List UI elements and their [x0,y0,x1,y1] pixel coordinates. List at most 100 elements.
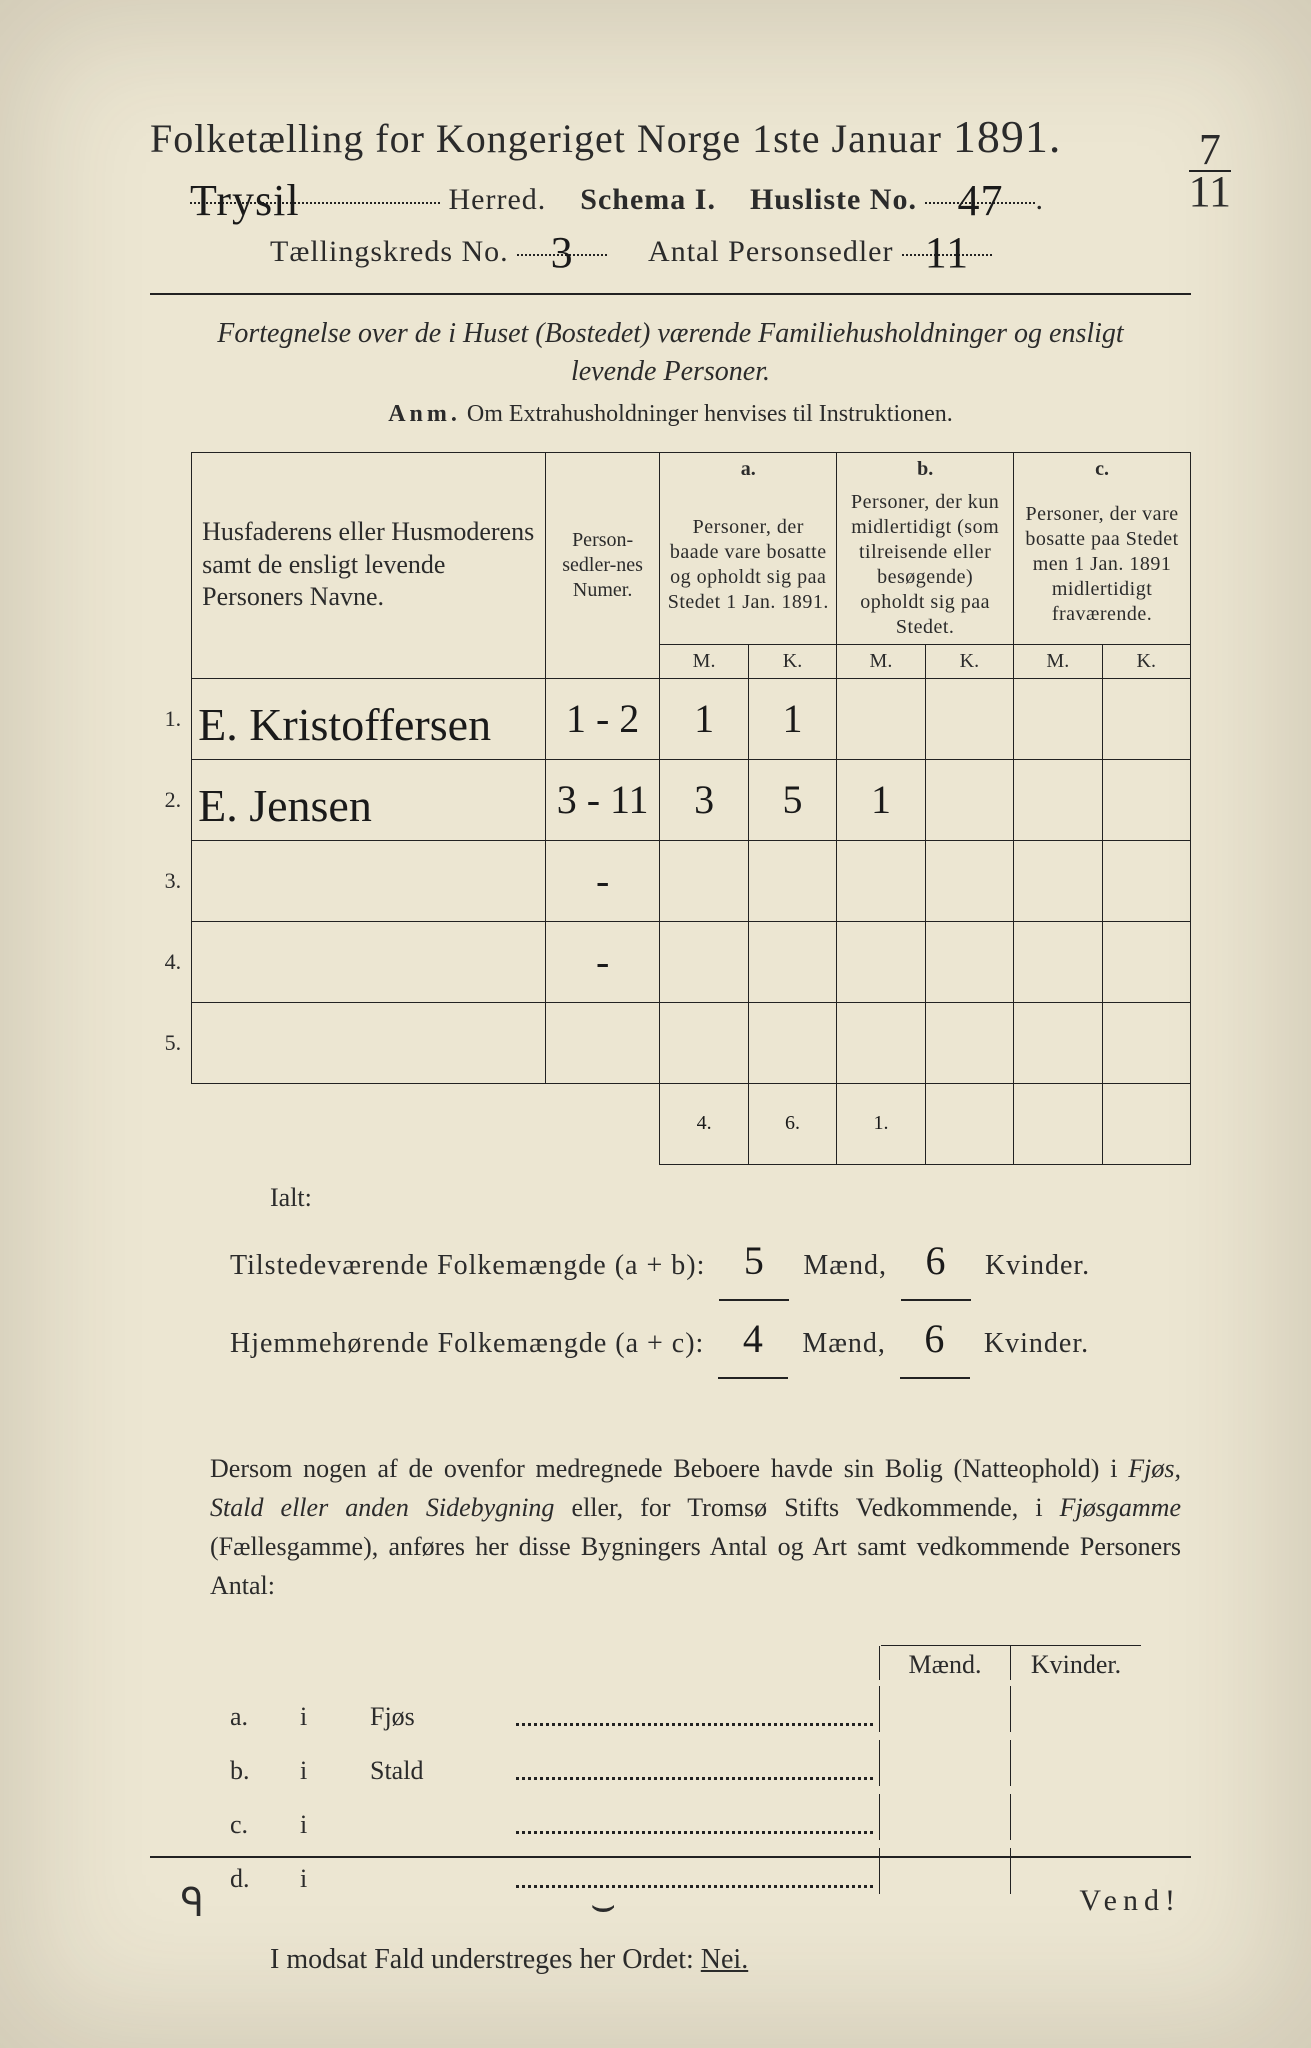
antal-label: Antal Personsedler [648,235,893,268]
main-table: Husfaderens eller Husmoderens samt de en… [150,452,1191,1165]
schema-label: Schema I. [580,183,716,216]
mk-i: i [300,1810,370,1840]
para-t1: Dersom nogen af de ovenfor medregnede Be… [210,1454,1128,1483]
mk-kvinder-cell [1010,1686,1141,1732]
tl2-label: Hjemmehørende Folkemængde (a + c): [230,1328,704,1359]
table-row: 3. - [150,840,1191,921]
mk-maend-cell [879,1794,1010,1840]
row-name [192,921,546,1002]
tick-mark-left: 𐐋 [180,1873,204,1928]
nei-word: Nei. [701,1944,748,1975]
corner-numerator: 7 [1189,130,1231,172]
document-page: 7 11 Folketælling for Kongeriget Norge 1… [0,0,1311,2048]
row-a-m: 1 [660,678,748,759]
husliste-value: 47 [957,176,1003,225]
tl1-m: 5 [744,1238,765,1283]
blank-head [150,452,192,678]
mk-row: d.i [230,1848,1141,1894]
a-k: K. [748,644,836,678]
mk-i: i [300,1702,370,1732]
mk-maend-cell [879,1686,1010,1732]
row-number: 4. [150,921,192,1002]
row-b-k [925,921,1013,1002]
tl2-kvinder: Kvinder. [984,1328,1089,1359]
sum-a-m: 4. [660,1083,748,1164]
row-number: 3. [150,840,192,921]
tick-mark-center: ⌣ [590,1881,616,1928]
header-line-2: Trysil Herred. Schema I. Husliste No. 47… [190,169,1191,217]
head-b: Personer, der kun midlertidigt (som tilr… [837,486,1014,645]
row-c-m [1014,678,1102,759]
head-a-key: a. [660,452,837,486]
corner-fraction: 7 11 [1189,130,1231,211]
tl2-k: 6 [924,1316,945,1361]
row-c-k [1102,678,1190,759]
row-c-m [1014,759,1102,840]
mk-label: Fjøs [370,1702,510,1732]
para-t2: eller, for Tromsø Stifts Vedkommende, i [572,1493,1060,1522]
row-b-k [925,678,1013,759]
mk-maend: Mænd. [879,1646,1010,1680]
mk-dots [516,1815,873,1834]
kreds-label: Tællingskreds No. [270,235,509,268]
anm-label: Anm. [388,401,461,427]
tl1-kvinder: Kvinder. [985,1250,1090,1281]
tl1-k: 6 [925,1238,946,1283]
mk-kvinder: Kvinder. [1010,1646,1141,1680]
row-b-m [837,840,925,921]
tl1-maend: Mænd, [803,1250,895,1281]
table-row: 4.- [150,921,1191,1002]
mk-i: i [300,1864,370,1894]
row-numer: 1 - 2 [545,678,659,759]
mk-key: c. [230,1810,300,1840]
head-b-key: b. [837,452,1014,486]
row-a-k: 5 [748,759,836,840]
tl2-maend: Mænd, [802,1328,894,1359]
row-a-k [748,840,836,921]
row-name [192,1002,546,1083]
kreds-value: 3 [551,228,574,277]
nei-line: I modsat Fald understreges her Ordet: Ne… [270,1944,1191,1976]
husliste-field: 47 [925,169,1035,204]
row-c-k [1102,759,1190,840]
paragraph: Dersom nogen af de ovenfor medregnede Be… [210,1449,1181,1605]
row-numer: - [545,840,659,921]
row-a-m [660,921,748,1002]
totals-block: Tilstedeværende Folkemængde (a + b): 5 M… [230,1223,1191,1379]
head-c: Personer, der vare bosatte paa Stedet me… [1014,486,1191,645]
mk-table: a.iFjøsb.iStaldc.id.i [230,1686,1141,1894]
row-a-m: 3 [660,759,748,840]
row-b-m [837,921,925,1002]
mk-row: c.i [230,1794,1141,1840]
table-row: 5. [150,1002,1191,1083]
para-t3: (Fællesgamme), anføres her disse Bygning… [210,1532,1181,1600]
row-numer: 3 - 11 [545,759,659,840]
bottom-rule [150,1856,1191,1858]
sum-row: 4. 6. 1. [150,1083,1191,1164]
totals-line-2: Hjemmehørende Folkemængde (a + c): 4 Mæn… [230,1301,1191,1379]
row-b-m [837,678,925,759]
sum-b-m: 1. [837,1083,925,1164]
row-name [192,840,546,921]
title-year: 1891. [953,111,1062,162]
mk-maend-cell [879,1740,1010,1786]
vend-label: Vend! [1079,1884,1181,1918]
row-a-k: 1 [748,678,836,759]
table-row: 2.E. Jensen3 - 11351 [150,759,1191,840]
mk-key: a. [230,1702,300,1732]
b-m: M. [837,644,925,678]
mk-dots [516,1761,873,1780]
table-row: 1.E. Kristoffersen1 - 211 [150,678,1191,759]
row-c-k [1102,840,1190,921]
herred-field: Trysil [190,169,440,204]
header-line-3: Tællingskreds No. 3 Antal Personsedler 1… [270,221,1191,269]
row-c-m [1014,1002,1102,1083]
row-number: 2. [150,759,192,840]
head-c-key-text: c. [1095,458,1109,480]
row-number: 1. [150,678,192,759]
head-a-key-text: a. [741,458,756,480]
head-b-key-text: b. [917,458,933,480]
row-c-m [1014,921,1102,1002]
herred-label: Herred. [449,183,547,216]
row-name: E. Jensen [192,759,546,840]
